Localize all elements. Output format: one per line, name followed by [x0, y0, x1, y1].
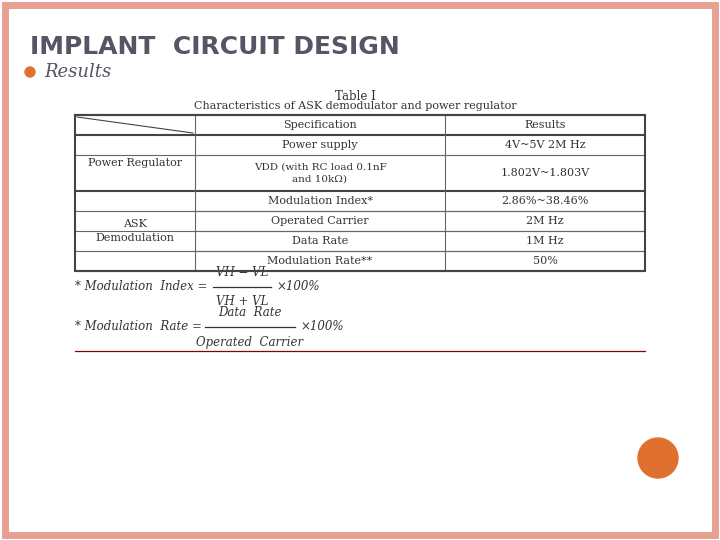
- Text: Specification: Specification: [283, 120, 357, 130]
- Text: Modulation Index*: Modulation Index*: [268, 196, 372, 206]
- Text: IMPLANT  CIRCUIT DESIGN: IMPLANT CIRCUIT DESIGN: [30, 35, 400, 59]
- Text: VH − VL: VH − VL: [216, 266, 268, 279]
- Text: Power Regulator: Power Regulator: [88, 158, 182, 168]
- Text: * Modulation  Rate =: * Modulation Rate =: [75, 321, 206, 334]
- Text: * Modulation  Index =: * Modulation Index =: [75, 280, 211, 294]
- Circle shape: [25, 67, 35, 77]
- Text: Data Rate: Data Rate: [292, 236, 348, 246]
- Text: 1.802V~1.803V: 1.802V~1.803V: [500, 168, 590, 178]
- Text: 1M Hz: 1M Hz: [526, 236, 564, 246]
- Text: VDD (with RC load 0.1nF
and 10kΩ): VDD (with RC load 0.1nF and 10kΩ): [253, 163, 387, 183]
- Text: Table I: Table I: [335, 90, 375, 103]
- Text: Modulation Rate**: Modulation Rate**: [267, 256, 373, 266]
- Text: ASK
Demodulation: ASK Demodulation: [96, 219, 174, 242]
- Text: Operated Carrier: Operated Carrier: [271, 216, 369, 226]
- Text: 2.86%~38.46%: 2.86%~38.46%: [501, 196, 589, 206]
- Text: 2M Hz: 2M Hz: [526, 216, 564, 226]
- Text: Characteristics of ASK demodulator and power regulator: Characteristics of ASK demodulator and p…: [194, 101, 516, 111]
- Text: ×100%: ×100%: [300, 321, 343, 334]
- Circle shape: [638, 438, 678, 478]
- Text: Results: Results: [44, 63, 112, 81]
- Text: ×100%: ×100%: [276, 280, 320, 294]
- Text: 4V~5V 2M Hz: 4V~5V 2M Hz: [505, 140, 585, 150]
- Text: Results: Results: [524, 120, 566, 130]
- Text: VH + VL: VH + VL: [216, 295, 268, 308]
- Text: Operated  Carrier: Operated Carrier: [197, 336, 304, 349]
- Text: Power supply: Power supply: [282, 140, 358, 150]
- Text: Data  Rate: Data Rate: [218, 306, 282, 319]
- Text: 50%: 50%: [533, 256, 557, 266]
